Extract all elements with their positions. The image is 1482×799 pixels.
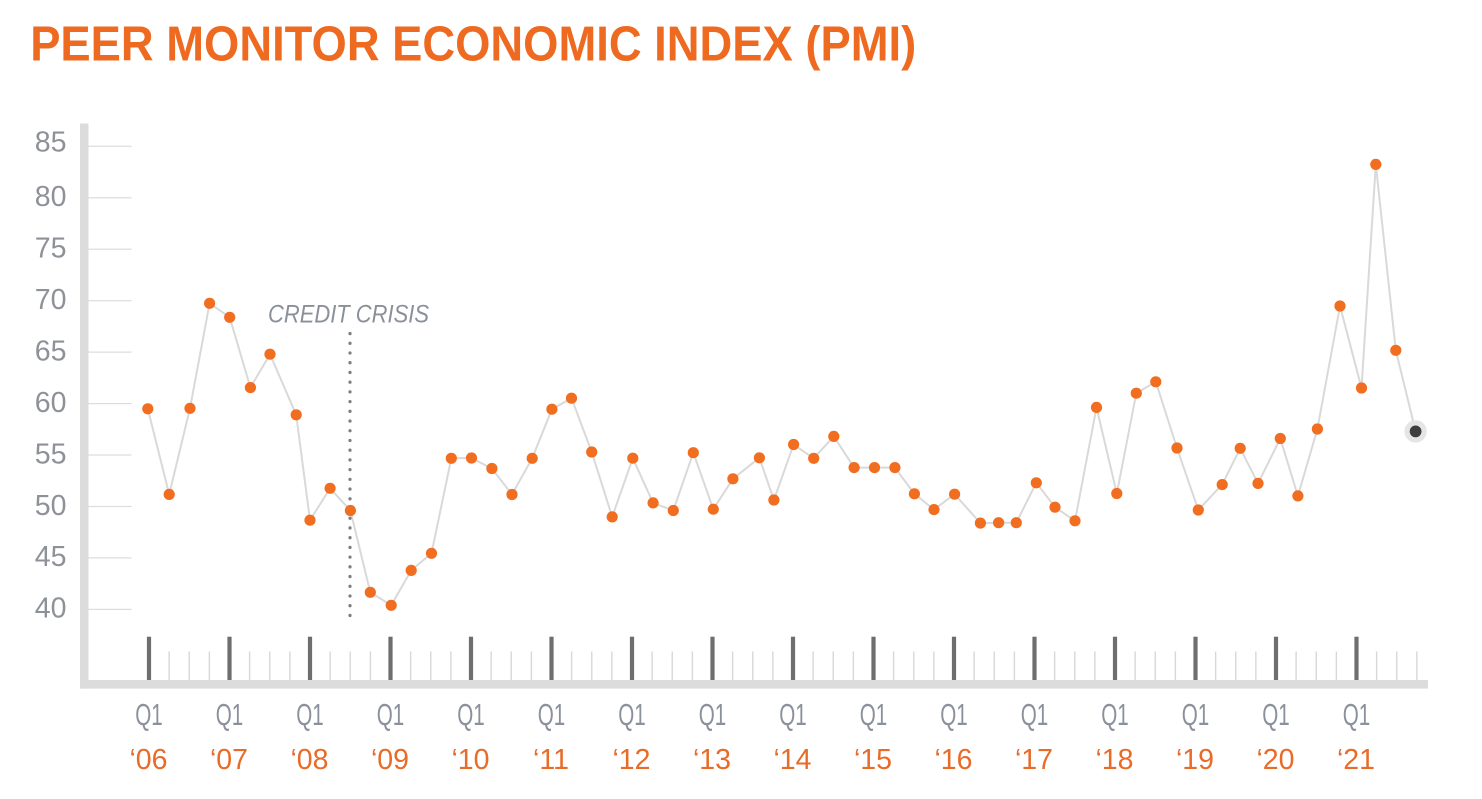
svg-text:Q1: Q1: [377, 697, 405, 732]
svg-text:‘10: ‘10: [451, 744, 489, 776]
svg-text:45: 45: [35, 541, 67, 573]
svg-text:Q1: Q1: [216, 697, 244, 732]
svg-text:Q1: Q1: [538, 697, 566, 732]
svg-text:Q1: Q1: [457, 697, 485, 732]
svg-text:Q1: Q1: [1343, 697, 1371, 732]
svg-text:50: 50: [35, 490, 67, 522]
svg-text:Q1: Q1: [860, 697, 888, 732]
svg-text:Q1: Q1: [940, 697, 968, 732]
svg-text:80: 80: [35, 181, 67, 213]
svg-text:‘16: ‘16: [934, 744, 972, 776]
svg-text:PEER MONITOR ECONOMIC INDEX (P: PEER MONITOR ECONOMIC INDEX (PMI): [30, 18, 916, 72]
svg-text:‘06: ‘06: [129, 744, 167, 776]
svg-text:‘07: ‘07: [210, 744, 248, 776]
svg-text:CREDIT CRISIS: CREDIT CRISIS: [268, 301, 429, 329]
svg-text:‘14: ‘14: [773, 744, 811, 776]
svg-text:‘18: ‘18: [1095, 744, 1133, 776]
svg-text:‘11: ‘11: [533, 744, 569, 776]
svg-text:‘12: ‘12: [612, 744, 650, 776]
svg-text:60: 60: [35, 387, 67, 419]
svg-text:70: 70: [35, 284, 67, 316]
svg-text:75: 75: [35, 233, 67, 265]
svg-text:Q1: Q1: [1262, 697, 1290, 732]
svg-text:Q1: Q1: [699, 697, 727, 732]
svg-text:Q1: Q1: [779, 697, 807, 732]
svg-text:‘19: ‘19: [1176, 744, 1214, 776]
svg-text:‘15: ‘15: [854, 744, 892, 776]
svg-text:Q1: Q1: [618, 697, 646, 732]
svg-text:55: 55: [35, 438, 67, 470]
svg-text:‘09: ‘09: [371, 744, 409, 776]
svg-text:Q1: Q1: [1101, 697, 1129, 732]
svg-text:‘21: ‘21: [1337, 744, 1375, 776]
svg-text:65: 65: [35, 335, 67, 367]
svg-text:40: 40: [35, 593, 67, 625]
svg-text:Q1: Q1: [1021, 697, 1049, 732]
svg-text:‘13: ‘13: [693, 744, 731, 776]
svg-text:Q1: Q1: [135, 697, 163, 732]
svg-text:‘20: ‘20: [1256, 744, 1294, 776]
svg-text:85: 85: [35, 127, 67, 159]
svg-text:‘17: ‘17: [1015, 744, 1053, 776]
svg-text:Q1: Q1: [296, 697, 324, 732]
svg-text:Q1: Q1: [1182, 697, 1210, 732]
svg-text:‘08: ‘08: [290, 744, 328, 776]
